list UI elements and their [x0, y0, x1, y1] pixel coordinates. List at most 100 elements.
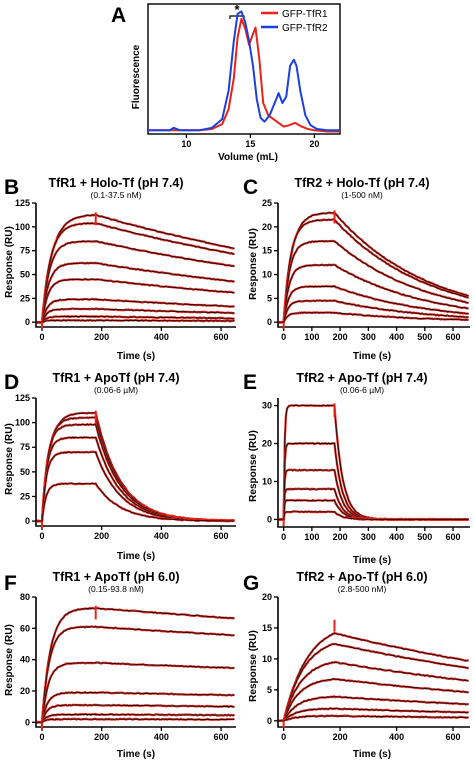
panel-g-fit-curve	[278, 632, 469, 722]
panel-g-plot: 0 200 400 600 0 5 10 15 20	[262, 592, 470, 742]
panel-e-xtick-label: 600	[446, 532, 461, 542]
panel-d-fit-curve	[36, 451, 235, 522]
panel-f-fit-curve	[36, 718, 235, 723]
panel-b-fit-curve	[36, 240, 235, 323]
panel-f-data-curve	[36, 625, 235, 724]
panel-g-ytick-label: 5	[267, 685, 272, 695]
panel-b-xtick-label: 400	[154, 332, 169, 342]
legend-label-tfr2: GFP-TfR2	[282, 23, 328, 34]
panel-e-title: TfR2 + Apo-Tf (pH 7.4)	[296, 371, 427, 385]
panel-f-subtitle: (0.15-93.8 nM)	[88, 584, 144, 594]
panel-g-xtick-label: 600	[446, 732, 461, 742]
panel-g-xtick-label: 400	[389, 732, 404, 742]
panel-b-xtick-label: 600	[214, 332, 229, 342]
panel-b-ytick-label: 50	[20, 270, 30, 280]
panel-c-ytick-label: 5	[267, 293, 272, 303]
panel-d-ytick-label: 100	[15, 418, 30, 428]
panel-f: F TfR1 + ApoTf (pH 6.0) (0.15-93.8 nM) R…	[4, 570, 236, 760]
panel-g-ytick-label: 10	[262, 654, 272, 664]
panel-c-xtick-label: 100	[304, 332, 319, 342]
panel-e-data-curve	[278, 487, 469, 521]
panel-d-ytick-label: 125	[15, 393, 30, 403]
panel-b-fit-curve	[36, 316, 235, 323]
panel-d-ytick-label: 75	[20, 442, 30, 452]
panel-c-fit-curve	[278, 312, 469, 323]
panel-b-xlabel: Time (s)	[117, 351, 155, 362]
panel-e-ytick-label: 0	[267, 514, 272, 524]
panel-b-ytick-label: 100	[15, 222, 30, 232]
panel-e: E TfR2 + Apo-Tf (pH 7.4) (0.06-6 µM) Res…	[243, 371, 470, 566]
panel-e-xlabel: Time (s)	[353, 555, 391, 566]
panel-d-ylabel: Response (RU)	[4, 423, 15, 495]
panel-e-axes	[277, 398, 470, 528]
panel-f-ytick-label: 40	[20, 655, 30, 665]
panel-g-ylabel: Response (RU)	[248, 630, 259, 702]
panel-g-axes	[277, 597, 470, 728]
panel-g-ytick-label: 0	[267, 716, 272, 726]
panel-a-annotation: *	[234, 2, 240, 17]
panel-f-fit-curve	[36, 714, 235, 723]
panel-e-data-curve	[278, 498, 470, 521]
panel-f-title: TfR1 + ApoTf (pH 6.0)	[53, 570, 180, 584]
panel-g-fit-curve	[278, 643, 469, 722]
panel-c-ytick-label: 0	[267, 317, 272, 327]
panel-d-xtick-label: 200	[94, 531, 109, 541]
panel-f-ytick-label: 80	[20, 592, 30, 602]
panel-a-xtick-label: 20	[309, 139, 319, 149]
panel-c-xtick-label: 400	[389, 332, 404, 342]
panel-b-data-curve	[36, 221, 235, 324]
panel-f-xtick-label: 600	[214, 732, 229, 742]
panel-b-plot: 0 200 400 600 0 25 50 75 100 125	[15, 198, 236, 342]
panel-f-xtick-label: 200	[94, 732, 109, 742]
panel-g-fit-curve	[278, 715, 469, 722]
panel-f-ytick-label: 20	[20, 686, 30, 696]
panel-c-xtick-label: 600	[446, 332, 461, 342]
panel-d-xtick-label: 600	[214, 531, 229, 541]
panel-d-axes	[35, 398, 236, 527]
panel-c-fit-curve	[278, 286, 469, 323]
panel-b-ytick-label: 75	[20, 246, 30, 256]
panel-f-letter: F	[4, 572, 17, 595]
panel-b-title: TfR1 + Holo-Tf (pH 7.4)	[48, 176, 183, 190]
panel-e-data-curve	[278, 404, 469, 521]
panel-f-fit-curve	[36, 626, 235, 723]
panel-c-fit-curve	[278, 212, 469, 323]
panel-c-xtick-label: 0	[281, 332, 286, 342]
panel-e-fit-curve	[278, 405, 469, 520]
panel-f-xtick-label: 400	[154, 732, 169, 742]
panel-e-subtitle: (0.06-6 µM)	[340, 385, 384, 395]
panel-c-ytick-label: 15	[262, 246, 272, 256]
panel-b-ytick-label: 25	[20, 293, 30, 303]
panel-d-fit-curve	[36, 483, 235, 522]
panel-e-ytick-label: 20	[262, 439, 272, 449]
panel-c-xtick-label: 500	[417, 332, 432, 342]
panel-b-letter: B	[4, 176, 19, 199]
panel-e-fit-curve	[278, 511, 469, 520]
panel-d-ytick-label: 0	[25, 516, 30, 526]
panel-d-fit-curve	[36, 436, 235, 522]
panel-e-xtick-label: 100	[304, 532, 319, 542]
panel-e-fit-curve	[278, 443, 469, 520]
panel-e-fit-curve	[278, 499, 469, 520]
panel-b-ylabel: Response (RU)	[4, 226, 15, 298]
panel-c-data-curve	[278, 311, 469, 324]
panel-d-ytick-label: 50	[20, 467, 30, 477]
panel-a-legend: GFP-TfR1 GFP-TfR2	[261, 9, 328, 34]
panel-b-ytick-label: 0	[25, 317, 30, 327]
panel-g-xtick-label: 200	[333, 732, 348, 742]
panel-e-plot: 0 100 200 300 400 500 600 0 10 20 30	[262, 398, 470, 542]
panel-c-fit-curve	[278, 264, 469, 323]
panel-a-xlabel: Volume (mL)	[218, 152, 278, 163]
panel-e-ylabel: Response (RU)	[248, 430, 259, 502]
panel-f-fit-curve	[36, 607, 235, 723]
panel-c-ytick-label: 25	[262, 198, 272, 208]
panel-e-xtick-label: 300	[361, 532, 376, 542]
panel-c-axes	[277, 203, 470, 328]
panel-c-fit-curve	[278, 240, 469, 323]
panel-e-ytick-label: 30	[262, 401, 272, 411]
panel-b-fit-curve	[36, 308, 235, 323]
panel-g-fit-curve	[278, 708, 469, 722]
panel-f-fit-curve	[36, 662, 235, 723]
panel-d-letter: D	[4, 371, 19, 394]
panel-g-letter: G	[243, 572, 259, 595]
